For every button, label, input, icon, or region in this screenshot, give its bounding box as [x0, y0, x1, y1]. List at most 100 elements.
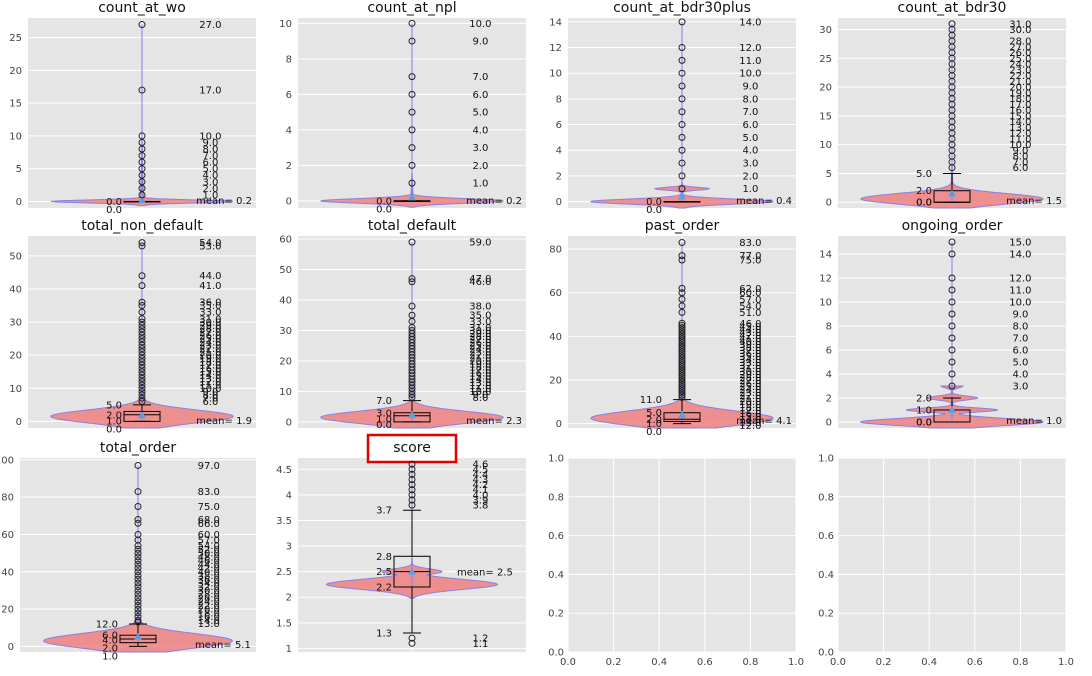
mean-label: mean= 1.5	[1006, 196, 1062, 207]
outlier-point	[138, 374, 146, 382]
outlier-point	[138, 361, 146, 369]
outlier-label: 35.0	[199, 301, 221, 312]
outlier-label: 15.0	[739, 412, 761, 423]
mean-label: mean= 4.1	[736, 416, 792, 427]
outlier-label: 32.0	[739, 361, 761, 372]
outlier-label: 24.0	[199, 337, 221, 348]
outlier-label: 13.0	[1009, 123, 1031, 134]
outlier-label: 26.0	[198, 593, 220, 604]
subplot-count_at_bdr30: 051015202530count_at_bdr305.02.00.00.031…	[819, 0, 1066, 209]
outlier-label: 10.0	[1009, 298, 1031, 309]
outlier-point	[948, 164, 956, 172]
outlier-point	[678, 321, 686, 329]
outlier-label: 8.0	[472, 393, 488, 404]
outlier-label: 12.0	[1009, 129, 1031, 140]
outlier-label: 37.0	[739, 346, 761, 357]
y-tick-label: 20	[9, 66, 22, 77]
outlier-label: 5.0	[742, 133, 758, 144]
outlier-label: 38.0	[198, 571, 220, 582]
y-tick-label: 100	[0, 455, 14, 466]
outlier-point	[408, 37, 416, 45]
outlier-point	[948, 370, 956, 378]
y-tick-label: 20	[819, 83, 832, 94]
outlier-label: 25.0	[739, 382, 761, 393]
box-value-label: 5.0	[916, 169, 932, 180]
subplot-title: count_at_npl	[367, 0, 456, 16]
outlier-point	[138, 341, 146, 349]
outlier-point	[948, 322, 956, 330]
outlier-label: 18.0	[199, 357, 221, 368]
y-tick-label: 0.8	[548, 492, 564, 503]
outlier-point	[678, 354, 686, 362]
subplot-title: past_order	[645, 218, 720, 234]
outlier-point	[678, 308, 686, 316]
outlier-point	[678, 367, 686, 375]
outlier-label: 54.0	[739, 301, 761, 312]
outlier-label: 28.0	[1009, 37, 1031, 48]
y-tick-label: 3	[286, 542, 292, 553]
outlier-point	[138, 302, 146, 310]
outlier-label: 40.0	[198, 567, 220, 578]
outlier-point	[678, 133, 686, 141]
outlier-label: 48.0	[198, 552, 220, 563]
outlier-point	[678, 380, 686, 388]
outlier-label: 54.0	[199, 238, 221, 249]
outlier-point	[138, 384, 146, 392]
box-value-label: 5.0	[106, 400, 122, 411]
outlier-point	[408, 275, 416, 283]
outlier-label: 31.0	[1009, 19, 1031, 30]
outlier-point	[134, 568, 142, 576]
outlier-label: 19.0	[199, 354, 221, 365]
outlier-label: 9.0	[472, 390, 488, 401]
outlier-point	[408, 501, 416, 509]
outlier-label: 75.0	[198, 502, 220, 513]
outlier-label: 26.0	[739, 379, 761, 390]
outlier-label: 1.1	[472, 639, 488, 650]
outlier-label: 14.0	[469, 375, 491, 386]
outlier-point	[678, 383, 686, 391]
outlier-label: 6.0	[202, 397, 218, 408]
outlier-point	[138, 388, 146, 396]
outlier-label: 21.0	[199, 347, 221, 358]
x-tick-label: 0.8	[1012, 657, 1028, 668]
y-tick-label: 30	[819, 25, 832, 36]
outlier-label: 16.0	[198, 612, 220, 623]
outlier-point	[138, 394, 146, 402]
outlier-label: 15.0	[1009, 238, 1031, 249]
outlier-label: 4.4	[472, 470, 488, 481]
y-tick-label: 8	[556, 94, 562, 105]
outlier-point	[134, 586, 142, 594]
outlier-label: 2.0	[472, 161, 488, 172]
subplot-title: total_non_default	[81, 218, 203, 234]
box-value-label: 0.0	[646, 205, 662, 216]
outlier-point	[138, 328, 146, 336]
outlier-label: 19.0	[469, 360, 491, 371]
outlier-label: 42.0	[739, 331, 761, 342]
outlier-point	[678, 319, 686, 327]
outlier-label: 30.0	[198, 586, 220, 597]
outlier-point	[408, 475, 416, 483]
outlier-label: 51.0	[739, 308, 761, 319]
mean-label: mean= 0.4	[736, 196, 792, 207]
y-tick-label: 0	[16, 197, 22, 208]
plot-area	[838, 458, 1066, 652]
outlier-label: 68.0	[198, 515, 220, 526]
outlier-point	[134, 583, 142, 591]
mean-label: mean= 5.1	[195, 640, 251, 651]
outlier-point	[138, 321, 146, 329]
y-tick-label: 10	[819, 298, 832, 309]
outlier-point	[138, 364, 146, 372]
outlier-label: 33.0	[469, 317, 491, 328]
outlier-point	[678, 341, 686, 349]
outlier-label: 46.0	[469, 277, 491, 288]
outlier-label: 2.0	[742, 171, 758, 182]
box-value-label: 6.0	[102, 631, 118, 642]
outlier-point	[138, 358, 146, 366]
outlier-label: 13.0	[198, 619, 220, 630]
mean-label: mean= 2.5	[457, 568, 513, 579]
outlier-label: 30.0	[739, 367, 761, 378]
y-tick-label: 0.2	[548, 609, 564, 620]
outlier-label: 13.0	[739, 418, 761, 429]
outlier-label: 45.0	[739, 322, 761, 333]
